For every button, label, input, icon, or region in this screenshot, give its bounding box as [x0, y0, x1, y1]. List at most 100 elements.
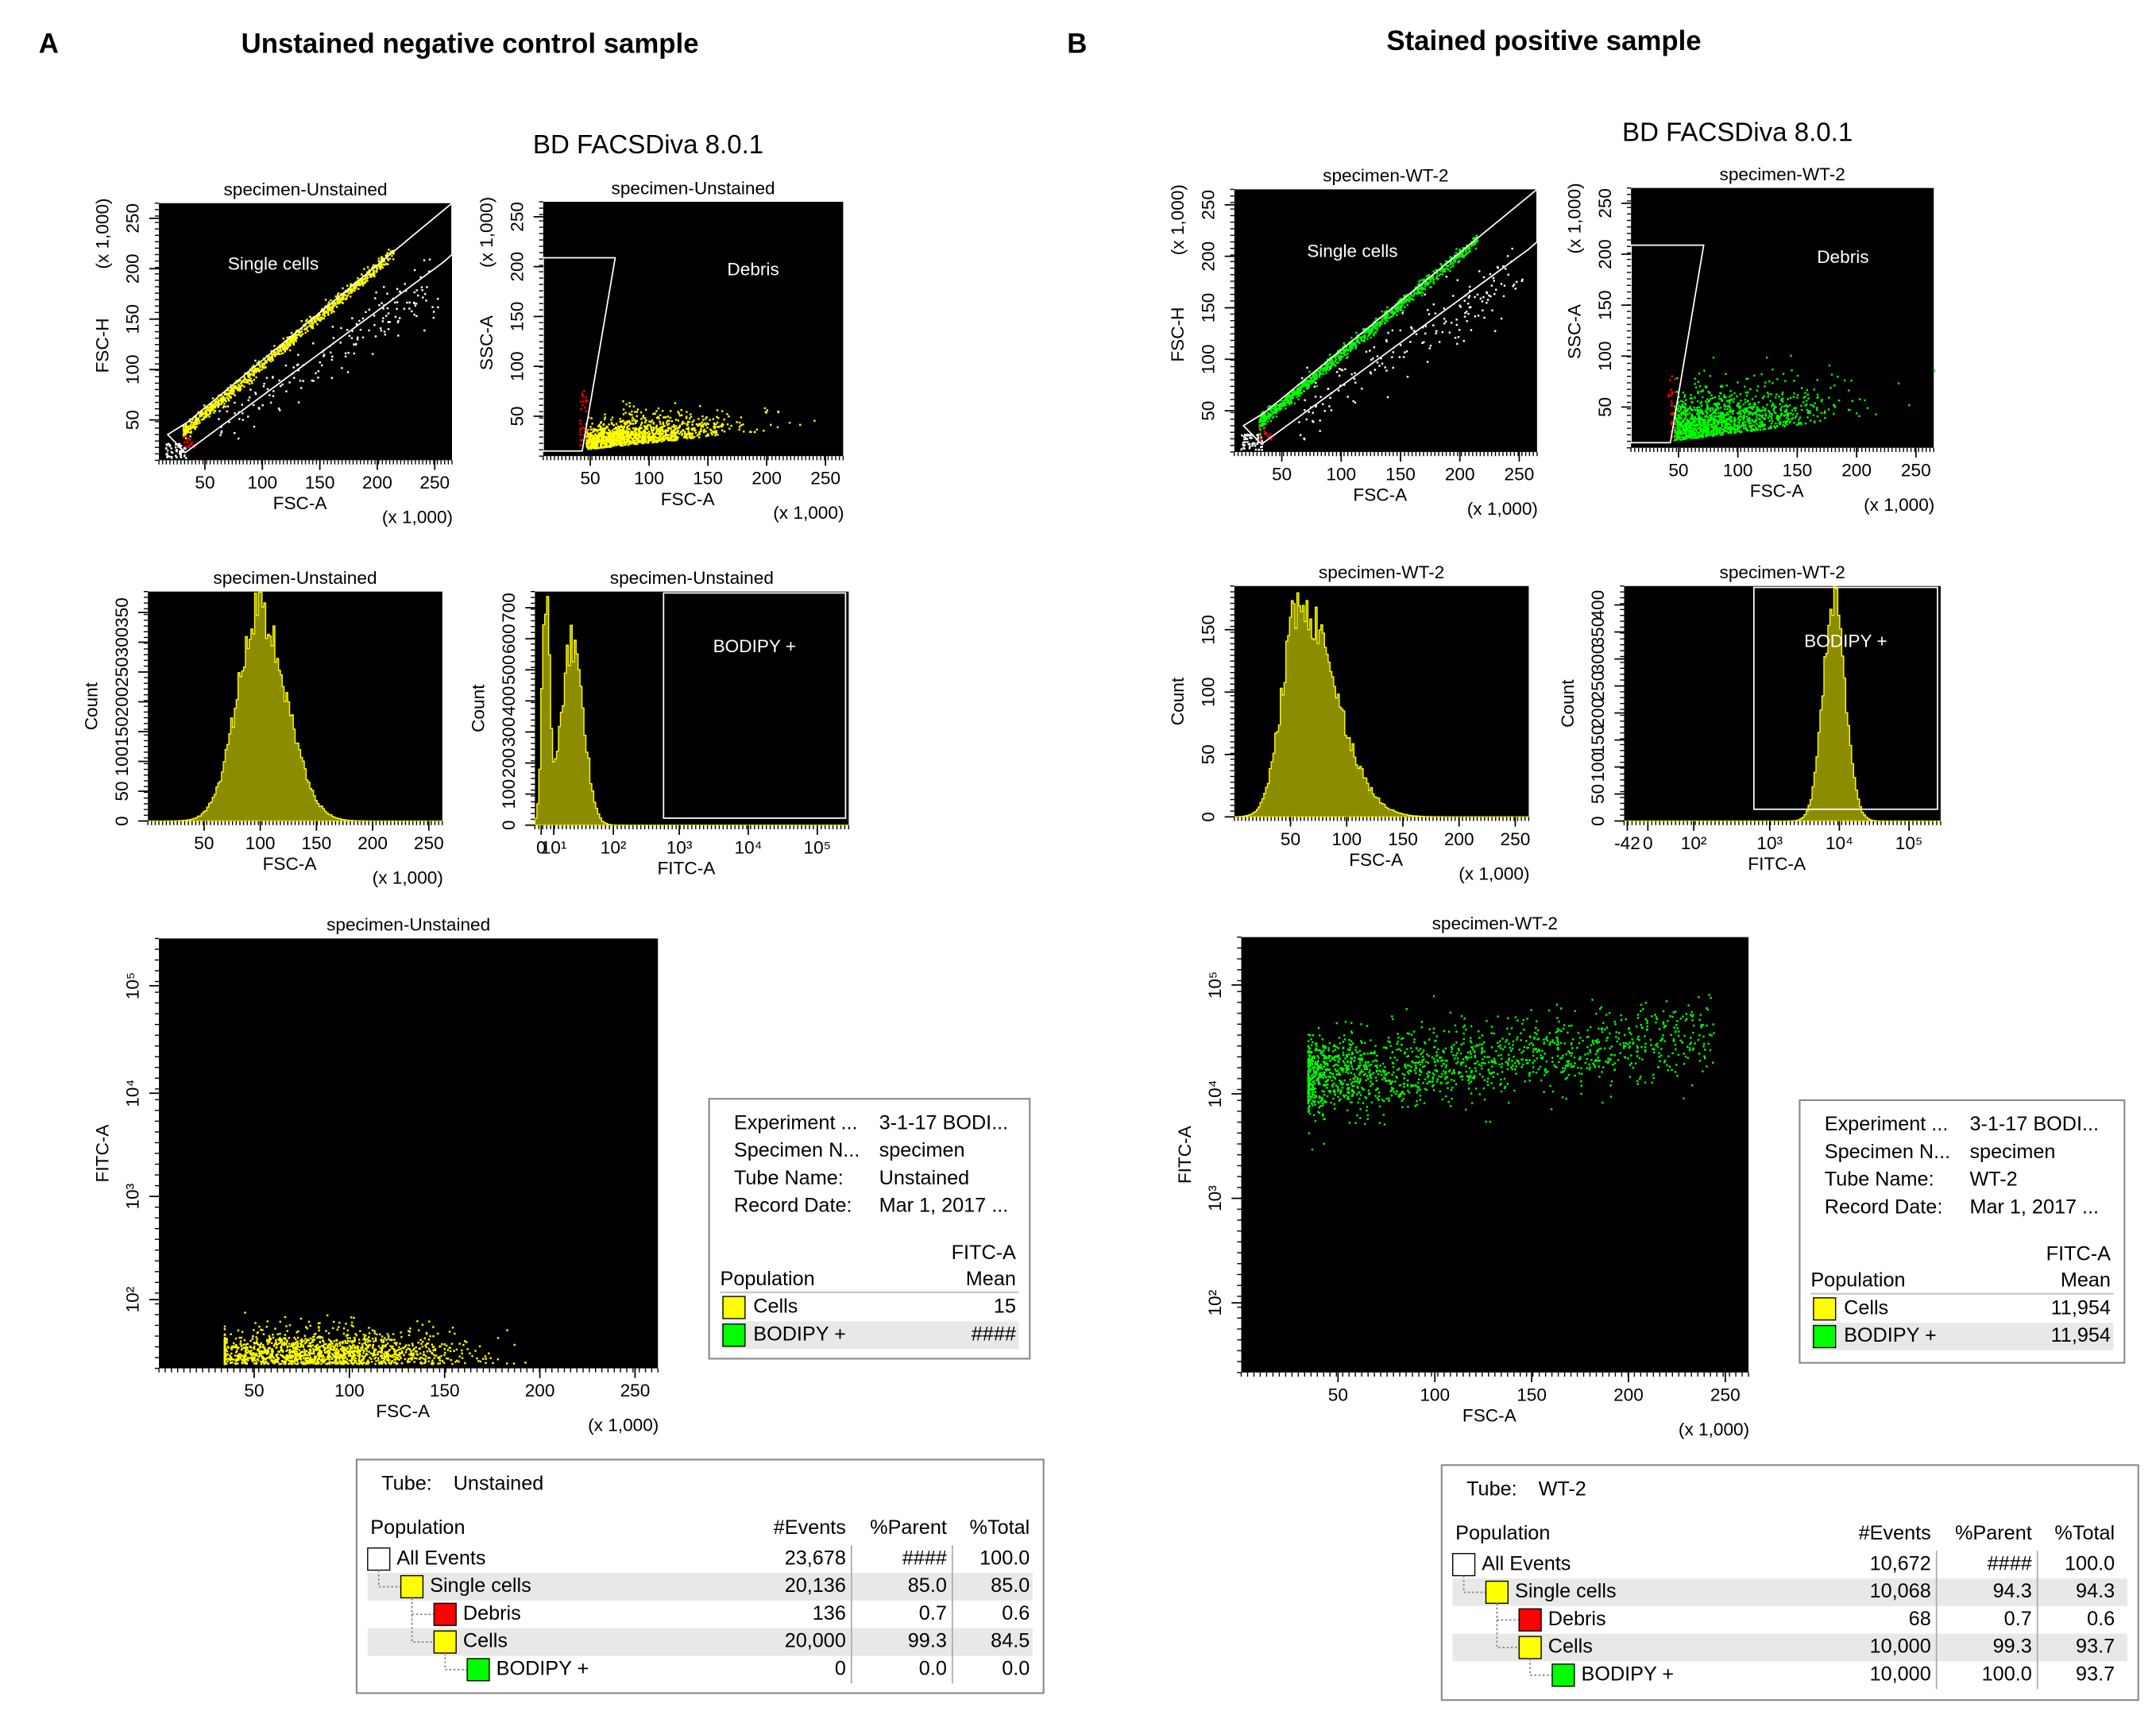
event-dot: [373, 275, 376, 278]
event-dot: [366, 266, 369, 268]
event-dot: [192, 444, 195, 446]
event-dot: [669, 416, 672, 419]
event-dot: [717, 434, 719, 436]
event-dot: [1463, 315, 1466, 318]
event-dot: [674, 435, 676, 437]
population-swatch: [400, 1574, 424, 1599]
event-dot: [261, 1346, 265, 1349]
event-dot: [251, 373, 253, 376]
event-dot: [213, 403, 216, 405]
event-dot: [230, 1362, 233, 1364]
event-dot: [714, 434, 717, 437]
event-dot: [279, 1337, 281, 1339]
event-dot: [275, 1341, 277, 1343]
event-dot: [588, 435, 590, 438]
event-dot: [381, 1357, 383, 1360]
row-shade: [720, 1321, 1019, 1350]
event-dot: [189, 443, 191, 446]
event-dot: [586, 446, 589, 450]
event-dot: [245, 380, 248, 384]
event-dot: [376, 1333, 378, 1336]
event-dot: [1370, 358, 1373, 361]
event-dot: [582, 400, 585, 403]
event-dot: [288, 343, 290, 346]
event-dot: [602, 441, 605, 443]
event-dot: [435, 1354, 438, 1357]
event-dot: [283, 347, 286, 350]
event-dot: [342, 1340, 344, 1343]
event-dot: [613, 438, 616, 441]
event-dot: [408, 1344, 411, 1346]
event-dot: [241, 419, 245, 421]
event-dot: [410, 1354, 412, 1357]
event-dot: [488, 1352, 490, 1354]
event-dot: [189, 435, 191, 438]
event-dot: [313, 1355, 316, 1358]
event-dot: [411, 1349, 415, 1352]
event-dot: [620, 434, 623, 436]
event-dot: [1328, 405, 1331, 408]
event-dot: [318, 313, 320, 315]
event-dot: [328, 1361, 331, 1363]
event-dot: [776, 426, 779, 429]
event-dot: [451, 1362, 454, 1366]
event-dot: [380, 1351, 382, 1354]
event-dot: [398, 1353, 400, 1356]
event-dot: [272, 1345, 276, 1347]
event-dot: [217, 400, 220, 402]
event-dot: [595, 446, 597, 448]
event-dot: [318, 1354, 321, 1357]
event-dot: [358, 1354, 361, 1357]
event-dot: [357, 1359, 361, 1362]
event-dot: [306, 326, 309, 328]
event-dot: [262, 367, 265, 369]
event-dot: [355, 1362, 358, 1365]
event-dot: [715, 423, 717, 426]
y-tick-label: 100: [123, 354, 143, 384]
event-dot: [687, 427, 690, 429]
event-dot: [616, 430, 618, 432]
event-dot: [202, 418, 204, 421]
event-dot: [703, 428, 705, 431]
event-dot: [268, 1338, 271, 1340]
event-dot: [496, 1337, 500, 1339]
event-dot: [325, 310, 327, 313]
event-dot: [437, 306, 439, 309]
event-dot: [238, 1346, 240, 1349]
event-dot: [351, 290, 354, 293]
event-dot: [639, 431, 643, 434]
event-dot: [308, 1342, 311, 1345]
event-dot: [674, 427, 677, 431]
gate-label: Single cells: [228, 253, 319, 273]
event-dot: [686, 423, 689, 426]
event-dot: [276, 1353, 280, 1356]
event-dot: [353, 1358, 355, 1361]
event-dot: [229, 1362, 232, 1364]
event-dot: [1338, 374, 1341, 377]
event-dot: [326, 1346, 330, 1349]
event-dot: [422, 1340, 424, 1343]
event-dot: [366, 1345, 369, 1347]
event-dot: [205, 415, 208, 419]
event-dot: [225, 393, 228, 396]
event-dot: [715, 430, 717, 432]
event-dot: [650, 426, 652, 428]
event-dot: [437, 1357, 439, 1359]
event-dot: [277, 353, 280, 355]
event-dot: [584, 406, 586, 409]
event-dot: [297, 353, 299, 356]
event-dot: [615, 426, 617, 429]
event-dot: [591, 439, 594, 442]
event-dot: [327, 1357, 330, 1359]
event-dot: [357, 276, 359, 280]
event-dot: [312, 1360, 315, 1363]
event-dot: [300, 319, 303, 323]
event-dot: [241, 1354, 245, 1358]
event-dot: [589, 432, 592, 435]
event-dot: [362, 277, 365, 280]
event-dot: [251, 1357, 254, 1359]
event-dot: [254, 1359, 257, 1362]
event-dot: [643, 427, 647, 429]
event-dot: [170, 447, 172, 450]
event-dot: [377, 1345, 381, 1347]
